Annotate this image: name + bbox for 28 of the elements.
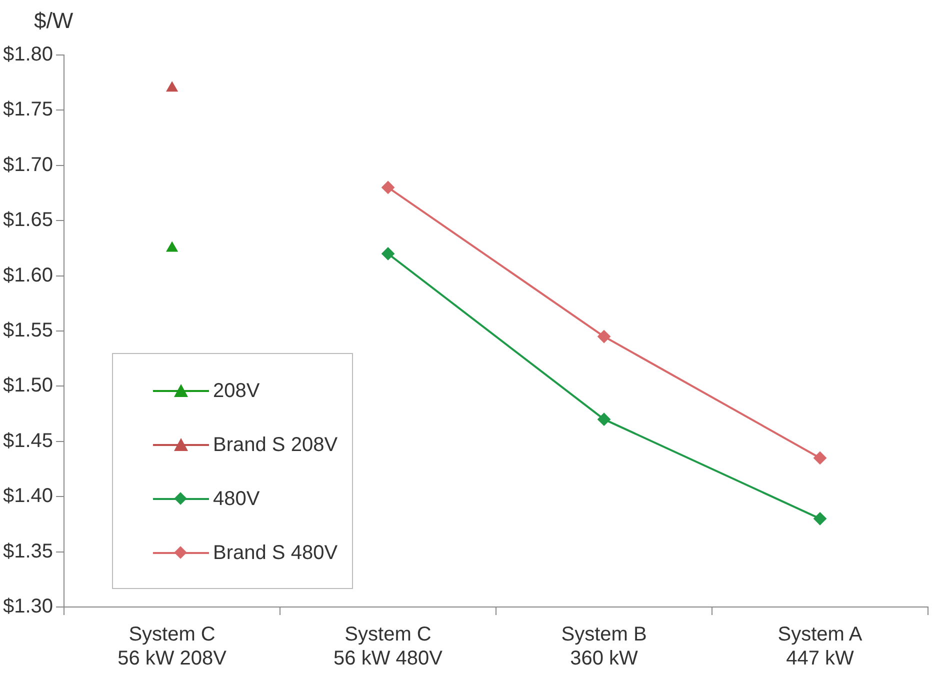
point	[598, 412, 611, 426]
y-tick-label: $1.45	[2, 430, 54, 452]
y-axis-title: $/W	[34, 8, 74, 34]
x-tick-label: System C 56 kW 208V	[118, 624, 228, 670]
y-tick-label: $1.75	[2, 98, 54, 121]
legend-label: Brand S 480V	[213, 542, 338, 564]
y-tick-label: $1.55	[2, 320, 54, 342]
y-tick-label: $1.70	[2, 154, 54, 176]
x-tick-label: System B 360 kW	[561, 624, 647, 670]
y-tick-label: $1.80	[2, 44, 54, 66]
y-tick-label: $1.50	[2, 374, 54, 397]
legend-label: Brand S 208V	[213, 434, 338, 456]
y-tick-label: $1.30	[2, 596, 54, 618]
point	[166, 82, 178, 92]
x-tick-label: System C 56 kW 480V	[334, 624, 444, 670]
y-tick-label: $1.60	[2, 264, 54, 286]
y-tick-label: $1.35	[2, 540, 54, 562]
y-tick-label: $1.40	[2, 485, 54, 508]
y-tick-label: $1.65	[2, 209, 54, 232]
point	[382, 247, 395, 260]
point	[814, 512, 827, 526]
legend-label: 208V	[213, 380, 260, 402]
x-tick-label: System A 447 kW	[778, 624, 863, 670]
point	[166, 242, 178, 252]
point	[598, 330, 611, 344]
legend-label: 480V	[213, 488, 260, 510]
point	[382, 180, 395, 194]
point	[814, 451, 827, 464]
